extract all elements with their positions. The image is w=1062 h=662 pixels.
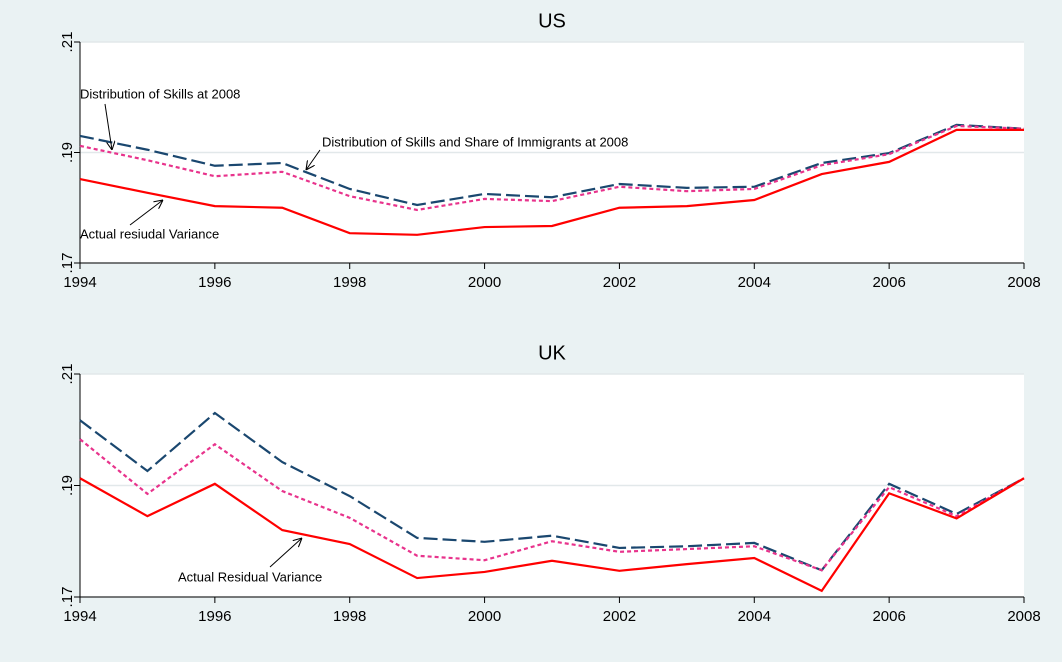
y-tick-label: .19 — [59, 475, 76, 496]
x-tick-label: 2000 — [468, 274, 501, 291]
series-line — [79, 128, 1024, 236]
y-tick-label: .17 — [59, 253, 76, 274]
annotation-arrow — [269, 538, 302, 568]
x-tick-label: 1996 — [198, 608, 231, 625]
annotation: Actual resiudal Variance — [80, 226, 219, 241]
x-tick-label: 2004 — [738, 274, 771, 291]
series-line — [79, 411, 1025, 572]
series-line — [79, 123, 1025, 207]
chart-title: US — [538, 10, 566, 32]
x-tick-label: 2002 — [603, 608, 636, 625]
x-tick-label: 2006 — [872, 274, 905, 291]
x-tick-label: 1998 — [333, 274, 366, 291]
y-tick-label: .21 — [59, 364, 76, 385]
x-tick-label: 2000 — [468, 608, 501, 625]
x-tick-label: 2004 — [738, 608, 771, 625]
x-tick-label: 1996 — [198, 274, 231, 291]
x-tick-label: 1994 — [63, 274, 96, 291]
x-tick-label: 2008 — [1007, 274, 1040, 291]
y-tick-label: .19 — [59, 142, 76, 163]
x-tick-label: 1994 — [63, 608, 96, 625]
chart-title: UK — [538, 342, 566, 364]
annotation-arrow — [129, 200, 163, 226]
x-tick-label: 1998 — [333, 608, 366, 625]
series-line — [79, 477, 1025, 593]
y-tick-label: .21 — [59, 32, 76, 53]
x-tick-label: 2008 — [1007, 608, 1040, 625]
series-line — [79, 438, 1025, 572]
x-tick-label: 2006 — [872, 608, 905, 625]
annotation: Distribution of Skills at 2008 — [80, 86, 240, 101]
y-tick-label: .17 — [59, 587, 76, 608]
annotation-arrow — [306, 149, 321, 170]
annotation: Distribution of Skills and Share of Immi… — [322, 134, 628, 149]
annotation-arrow — [104, 103, 112, 150]
x-tick-label: 2002 — [603, 274, 636, 291]
annotation: Actual Residual Variance — [178, 569, 322, 584]
